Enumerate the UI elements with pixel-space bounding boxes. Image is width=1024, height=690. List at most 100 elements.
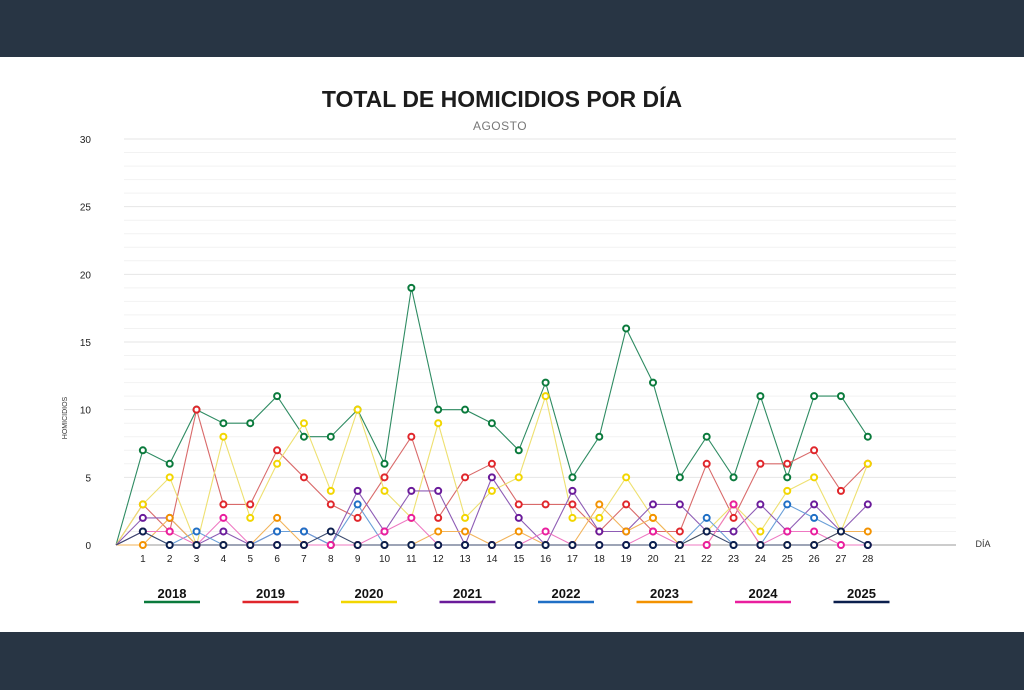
data-point-2024 xyxy=(326,541,335,549)
data-point-2024 xyxy=(783,527,792,536)
data-point-2023 xyxy=(595,500,604,509)
y-tick-label: 0 xyxy=(85,541,91,552)
data-point-2020 xyxy=(541,392,550,401)
legend-label-2021: 2021 xyxy=(453,586,482,601)
y-tick-label: 15 xyxy=(80,338,92,349)
data-point-2020 xyxy=(299,419,308,428)
data-point-2019 xyxy=(434,513,443,522)
data-point-2022 xyxy=(273,527,282,536)
data-point-2018 xyxy=(675,473,684,482)
data-point-2020 xyxy=(461,513,470,522)
y-tick-label: 10 xyxy=(80,406,92,417)
y-tick-label: 20 xyxy=(80,270,92,281)
data-point-2023 xyxy=(461,527,470,536)
x-tick-label: 21 xyxy=(674,554,686,565)
data-point-2018 xyxy=(836,392,845,401)
data-point-2020 xyxy=(326,486,335,495)
data-point-2021 xyxy=(353,486,362,495)
y-tick-label: 25 xyxy=(80,203,92,214)
legend-label-2022: 2022 xyxy=(552,586,581,601)
data-point-2018 xyxy=(273,392,282,401)
data-point-2018 xyxy=(434,405,443,414)
data-point-2023 xyxy=(165,513,174,522)
series-lines xyxy=(115,287,869,547)
bottom-band xyxy=(0,632,1024,690)
data-point-2025 xyxy=(756,541,765,549)
data-point-2025 xyxy=(622,541,631,549)
data-point-2020 xyxy=(595,513,604,522)
data-point-2025 xyxy=(729,541,738,549)
data-point-2019 xyxy=(380,473,389,482)
data-point-2018 xyxy=(649,378,657,387)
data-point-2020 xyxy=(756,527,765,536)
x-tick-label: 3 xyxy=(194,554,200,565)
data-point-2019 xyxy=(568,500,577,509)
data-point-2020 xyxy=(487,486,496,495)
data-point-2021 xyxy=(407,486,416,495)
data-point-2019 xyxy=(273,446,282,455)
data-point-2019 xyxy=(299,473,308,482)
data-point-2018 xyxy=(729,473,738,482)
data-point-2025 xyxy=(246,541,255,549)
data-point-2021 xyxy=(434,486,443,495)
x-tick-label: 7 xyxy=(301,554,307,565)
data-point-2019 xyxy=(756,459,765,468)
data-point-2019 xyxy=(702,459,711,468)
y-axis-label: HOMICIDIOS xyxy=(62,396,69,439)
data-point-2019 xyxy=(353,513,362,522)
data-point-2025 xyxy=(675,541,684,549)
data-point-2024 xyxy=(407,513,416,522)
data-point-2025 xyxy=(219,541,228,549)
data-point-2020 xyxy=(138,500,147,509)
legend-label-2024: 2024 xyxy=(749,586,779,601)
data-point-2020 xyxy=(273,459,282,468)
data-point-2020 xyxy=(568,513,577,522)
data-point-2019 xyxy=(461,473,470,482)
x-tick-label: 18 xyxy=(594,554,606,565)
data-point-2025 xyxy=(273,541,282,549)
data-point-2021 xyxy=(219,527,228,536)
data-point-2019 xyxy=(783,459,792,468)
data-point-2025 xyxy=(836,527,845,536)
data-point-2019 xyxy=(836,486,845,495)
data-point-2019 xyxy=(219,500,228,509)
data-point-2025 xyxy=(192,541,201,549)
x-tick-label: 27 xyxy=(835,554,847,565)
data-point-2020 xyxy=(219,432,228,441)
data-point-2024 xyxy=(729,500,738,509)
data-point-2019 xyxy=(541,500,550,509)
x-tick-label: 24 xyxy=(755,554,767,565)
data-point-2018 xyxy=(568,473,577,482)
data-point-2018 xyxy=(595,432,604,441)
data-point-2023 xyxy=(622,527,631,536)
data-point-2024 xyxy=(836,541,845,549)
x-tick-label: 20 xyxy=(647,554,659,565)
data-point-2025 xyxy=(461,541,470,549)
data-point-2023 xyxy=(273,513,282,522)
x-tick-label: 28 xyxy=(862,554,874,565)
data-point-2023 xyxy=(434,527,443,536)
x-tick-label: 2 xyxy=(167,554,173,565)
data-point-2018 xyxy=(810,392,819,401)
y-tick-label: 30 xyxy=(80,135,92,146)
data-point-2018 xyxy=(487,419,496,428)
y-tick-label: 5 xyxy=(85,473,91,484)
data-point-2019 xyxy=(192,405,201,414)
data-point-2022 xyxy=(702,513,711,522)
data-point-2020 xyxy=(514,473,523,482)
data-point-2018 xyxy=(702,432,711,441)
data-point-2018 xyxy=(863,432,872,441)
chart-subtitle: AGOSTO xyxy=(473,119,527,133)
x-tick-label: 17 xyxy=(567,554,579,565)
data-point-2025 xyxy=(380,541,389,549)
gridlines xyxy=(124,138,956,532)
data-point-2021 xyxy=(514,513,523,522)
data-point-2020 xyxy=(380,486,389,495)
data-point-2025 xyxy=(138,527,147,536)
data-point-2022 xyxy=(783,500,792,509)
data-point-2021 xyxy=(863,500,872,509)
data-point-2023 xyxy=(649,513,657,522)
data-point-2025 xyxy=(649,541,657,549)
x-tick-label: 9 xyxy=(355,554,361,565)
data-point-2025 xyxy=(702,527,711,536)
